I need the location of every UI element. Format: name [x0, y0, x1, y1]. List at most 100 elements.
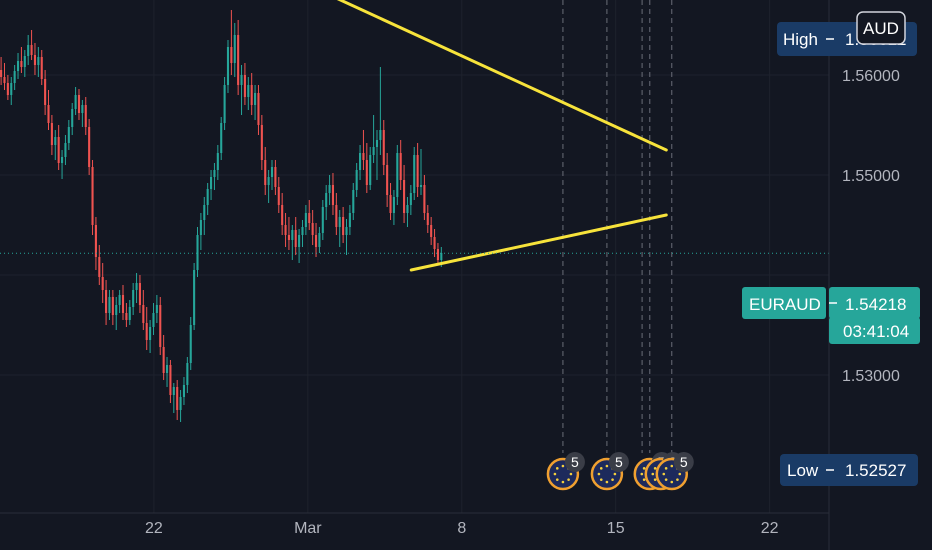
candle [193, 263, 196, 330]
candle-body [375, 140, 379, 147]
candle [386, 153, 389, 207]
candle-body [372, 147, 375, 155]
candle [348, 205, 351, 235]
candle [44, 70, 47, 115]
candle-body [159, 305, 162, 347]
candle [3, 63, 6, 90]
candle-body [88, 127, 91, 167]
candle [311, 210, 314, 245]
candle-body [67, 127, 70, 143]
candle [216, 145, 219, 180]
candle [152, 303, 155, 335]
candle-body [270, 167, 274, 177]
currency-button-background[interactable] [856, 11, 906, 45]
time-tick-label: 15 [607, 520, 625, 537]
eu-star-icon [642, 467, 646, 470]
low-price-tag: Low 1.52527 [780, 454, 918, 486]
candle [182, 377, 186, 405]
candle-body [291, 230, 294, 240]
economic-event-marker[interactable]: 5 [655, 452, 694, 491]
event-markers[interactable]: 55705 [546, 452, 694, 491]
candle-body [206, 189, 209, 205]
candle [132, 283, 135, 315]
upper-trendline[interactable] [308, 0, 668, 152]
candle-body [325, 193, 328, 207]
candle-body [433, 237, 436, 249]
candle-body [193, 270, 196, 325]
candle [250, 73, 253, 115]
candle [203, 197, 206, 235]
price-tick-label: 1.53000 [842, 368, 900, 385]
candle-body [138, 283, 141, 305]
candle-body [311, 223, 314, 235]
candle [142, 290, 145, 330]
currency-button[interactable]: AUD [856, 11, 906, 45]
candle [16, 53, 20, 79]
candle [61, 150, 64, 179]
lower-trendline[interactable] [409, 213, 668, 272]
candle [33, 43, 37, 75]
candle [416, 143, 419, 197]
candle [226, 40, 230, 93]
candle-body [328, 185, 331, 193]
candle-body [61, 157, 64, 163]
candle [254, 85, 257, 120]
economic-event-marker[interactable]: 5 [546, 452, 585, 491]
candle-body [199, 220, 202, 235]
candle [13, 65, 16, 90]
candle-body [419, 185, 423, 187]
candle [81, 100, 84, 127]
candle [304, 205, 307, 235]
eu-star-icon [597, 472, 601, 476]
candle [50, 115, 53, 155]
time-axis[interactable]: 22 Mar 8 15 22 [145, 520, 779, 537]
candle [101, 263, 104, 303]
candle-body [16, 61, 20, 71]
trendlines[interactable] [308, 0, 668, 272]
candle-body [74, 95, 77, 109]
candle-body [33, 55, 37, 65]
candle-body [172, 387, 175, 395]
candle-body [20, 61, 23, 67]
candle [84, 97, 87, 135]
candle-body [247, 85, 250, 97]
candle [159, 297, 162, 355]
candle [155, 295, 158, 323]
candles [0, 10, 443, 422]
time-tick-label: Mar [294, 520, 322, 537]
price-tick-label: 1.56000 [842, 68, 900, 85]
candle-body [237, 35, 240, 85]
candle-body [342, 217, 345, 235]
candle-body [118, 295, 121, 305]
candle [186, 357, 189, 393]
candle-body [233, 35, 236, 63]
price-axis[interactable]: 1.53000 1.55000 1.56000 [842, 68, 900, 385]
eu-star-icon [662, 472, 666, 476]
candle [287, 217, 290, 250]
countdown-tag [829, 317, 920, 344]
candle-body [132, 290, 135, 307]
candle-body [281, 205, 284, 225]
candle [199, 213, 202, 250]
candle [389, 183, 392, 220]
symbol-tag-left [742, 287, 826, 319]
candle [403, 165, 406, 223]
candle [372, 115, 375, 163]
economic-event-marker[interactable]: 5 [590, 452, 629, 491]
candle [162, 335, 165, 380]
candle-body [440, 253, 443, 260]
candle [270, 160, 274, 190]
candle [67, 120, 70, 150]
candle [365, 143, 368, 193]
candle-body [91, 167, 94, 225]
eu-star-icon [561, 480, 565, 484]
candle [30, 30, 33, 60]
eu-star-icon [553, 472, 557, 476]
eu-star-icon [599, 467, 603, 470]
candle-body [369, 155, 372, 185]
currency-label[interactable]: AUD [863, 19, 899, 38]
candle [345, 219, 348, 255]
candle-body [162, 347, 165, 373]
candle-body [392, 197, 395, 213]
